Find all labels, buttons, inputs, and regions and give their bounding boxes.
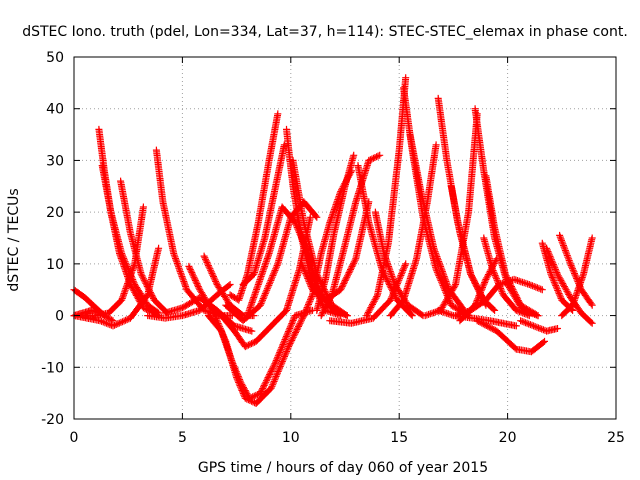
x-tick-label: 25: [607, 430, 625, 446]
y-tick-label: 10: [46, 257, 64, 273]
x-tick-label: 0: [70, 430, 79, 446]
x-tick-label: 20: [499, 430, 517, 446]
x-tick-label: 10: [282, 430, 300, 446]
x-tick-label: 5: [178, 430, 187, 446]
chart-title: dSTEC Iono. truth (pdel, Lon=334, Lat=37…: [22, 24, 628, 40]
data-series: [326, 260, 410, 327]
y-tick-label: 40: [46, 102, 64, 118]
y-tick-label: 0: [55, 309, 64, 325]
data-point-markers: [152, 146, 225, 320]
data-point-markers: [313, 151, 358, 314]
data-point-markers: [558, 234, 596, 320]
data-point-markers: [473, 317, 548, 356]
y-tick-label: 50: [46, 50, 64, 66]
data-point-markers: [480, 234, 533, 320]
data-point-markers: [447, 182, 499, 314]
data-series: [152, 146, 225, 320]
data-series: [117, 177, 171, 317]
data-point-markers: [226, 110, 282, 304]
data-point-markers: [209, 306, 308, 407]
data-point-markers: [326, 260, 410, 327]
y-tick-label: -20: [41, 412, 64, 428]
data-series: [239, 141, 288, 288]
data-series: [226, 110, 282, 304]
data-point-markers: [98, 162, 163, 317]
data-series: [480, 234, 533, 320]
data-point-markers: [421, 110, 481, 320]
x-tick-label: 15: [390, 430, 408, 446]
data-series: [558, 234, 596, 320]
plot-frame: [73, 56, 617, 420]
y-axis-label: dSTEC / TECUs: [6, 188, 22, 291]
axis-ticks: 0 5 10 15 20 25 -20 -10 0 10 20 30 40 50: [41, 50, 625, 446]
data-series: [98, 162, 163, 317]
data-series: [447, 182, 499, 314]
data-point-markers: [387, 141, 440, 320]
data-series: [222, 198, 321, 325]
data-series: [209, 306, 308, 407]
data-point-markers: [517, 317, 561, 335]
data-series: [313, 151, 358, 314]
data-point-markers: [239, 141, 288, 288]
x-axis-label: GPS time / hours of day 060 of year 2015: [198, 460, 488, 476]
y-tick-label: 20: [46, 205, 64, 221]
data-series: [517, 317, 561, 335]
data-series: [387, 141, 440, 320]
data-points: [70, 74, 596, 407]
data-series: [421, 110, 481, 320]
data-point-markers: [117, 177, 171, 317]
data-point-markers: [222, 198, 321, 325]
grid: [74, 57, 616, 419]
y-tick-label: -10: [41, 360, 64, 376]
data-series: [473, 317, 548, 356]
y-tick-label: 30: [46, 153, 64, 169]
